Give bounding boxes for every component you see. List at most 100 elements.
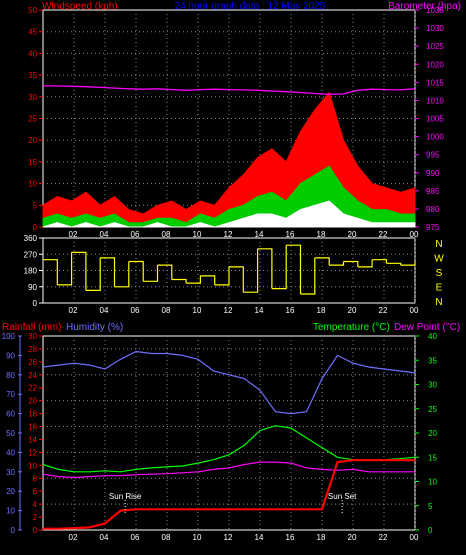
barometer-y-tick-label: 1010 <box>426 96 444 105</box>
temp-y-tick-label: 5 <box>428 502 433 511</box>
barometer-y-tick-label: 1020 <box>426 60 444 69</box>
dewpoint-axis-title: Dew Point (°C) <box>394 322 460 333</box>
wind-y-tick-label: 35 <box>28 71 37 80</box>
climate-x-tick-label: 08 <box>162 533 171 542</box>
climate-x-tick-label: 04 <box>100 533 109 542</box>
wind-y-tick-label: 20 <box>28 136 37 145</box>
direction-x-tick-label: 16 <box>286 306 295 315</box>
rain-y-tick-label: 28 <box>28 345 37 354</box>
climate-x-tick-label: 00 <box>410 533 419 542</box>
wind-y-tick-label: 15 <box>28 158 37 167</box>
wind-x-tick-label: 22 <box>379 230 388 239</box>
direction-x-tick-label: 10 <box>193 306 202 315</box>
direction-x-tick-label: 06 <box>131 306 140 315</box>
rain-y-tick-label: 20 <box>28 397 37 406</box>
wind-x-tick-label: 06 <box>131 230 140 239</box>
temp-y-tick-label: 25 <box>428 405 437 414</box>
barometer-y-tick-label: 980 <box>426 205 440 214</box>
direction-x-tick-label: 12 <box>224 306 233 315</box>
direction-y-tick-label: 90 <box>28 283 37 292</box>
humidity-y-tick-label: 70 <box>6 390 15 399</box>
barometer-y-tick-label: 1025 <box>426 42 444 51</box>
humidity-y-tick-label: 90 <box>6 351 15 360</box>
humidity-y-tick-label: 0 <box>11 526 16 535</box>
direction-y-tick-label: 0 <box>33 299 38 308</box>
climate-x-tick-label: 16 <box>286 533 295 542</box>
climate-x-tick-label: 10 <box>193 533 202 542</box>
humidity-line <box>42 350 416 415</box>
direction-x-tick-label: 02 <box>69 306 78 315</box>
barometer-y-tick-label: 990 <box>426 169 440 178</box>
wind-min-area <box>42 200 416 228</box>
barometer-y-tick-label: 1030 <box>426 24 444 33</box>
climate-x-tick-label: 14 <box>255 533 264 542</box>
wind-x-tick-label: 18 <box>317 230 326 239</box>
climate-x-tick-label: 06 <box>131 533 140 542</box>
climate-x-tick-label: 12 <box>224 533 233 542</box>
wind-y-tick-label: 5 <box>33 201 38 210</box>
wind-y-tick-label: 30 <box>28 93 37 102</box>
wind-x-tick-label: 02 <box>69 230 78 239</box>
wind-y-tick-label: 45 <box>28 28 37 37</box>
climate-x-tick-label: 20 <box>348 533 357 542</box>
direction-y-tick-label: 360 <box>24 234 38 243</box>
climate-x-tick-label: 18 <box>317 533 326 542</box>
wind-x-tick-label: 12 <box>224 230 233 239</box>
wind-y-tick-label: 40 <box>28 49 37 58</box>
barometer-y-tick-label: 1000 <box>426 133 444 142</box>
direction-x-tick-label: 14 <box>255 306 264 315</box>
barometer-y-tick-label: 995 <box>426 151 440 160</box>
humidity-y-tick-label: 10 <box>6 507 15 516</box>
rain-y-tick-label: 0 <box>33 526 38 535</box>
humidity-y-tick-label: 60 <box>6 410 15 419</box>
direction-x-tick-label: 04 <box>100 306 109 315</box>
humidity-y-tick-label: 20 <box>6 487 15 496</box>
temp-y-tick-label: 0 <box>428 526 433 535</box>
temperature-axis-title: Temperature (°C) <box>313 322 390 333</box>
climate-x-tick-label: 22 <box>379 533 388 542</box>
dewpoint-line <box>42 461 415 479</box>
windspeed-axis-title: Windspeed (kph) <box>42 1 118 12</box>
wind-direction-line <box>43 244 416 295</box>
chart-marks: 0510152025303540455097598098599099510001… <box>2 6 445 542</box>
humidity-y-tick-label: 100 <box>2 332 16 341</box>
humidity-y-tick-label: 40 <box>6 448 15 457</box>
humidity-y-tick-label: 50 <box>6 429 15 438</box>
temp-y-tick-label: 20 <box>428 429 437 438</box>
wind-x-tick-label: 20 <box>348 230 357 239</box>
humidity-y-tick-label: 80 <box>6 371 15 380</box>
rain-y-tick-label: 6 <box>33 487 38 496</box>
compass-label: E <box>436 283 443 294</box>
rain-y-tick-label: 16 <box>28 423 37 432</box>
humidity-y-tick-label: 30 <box>6 468 15 477</box>
rain-y-tick-label: 10 <box>28 461 37 470</box>
direction-x-tick-label: 18 <box>317 306 326 315</box>
wind-x-tick-label: 16 <box>286 230 295 239</box>
sunset-label: Sun Set <box>328 492 357 501</box>
barometer-y-tick-label: 985 <box>426 187 440 196</box>
rain-y-tick-label: 12 <box>28 448 37 457</box>
temp-y-tick-label: 10 <box>428 478 437 487</box>
direction-y-tick-label: 270 <box>24 250 38 259</box>
temp-y-tick-label: 15 <box>428 453 437 462</box>
temp-y-tick-label: 35 <box>428 356 437 365</box>
barometer-y-tick-label: 1015 <box>426 78 444 87</box>
rain-y-tick-label: 14 <box>28 435 37 444</box>
direction-x-tick-label: 08 <box>162 306 171 315</box>
rain-y-tick-label: 18 <box>28 410 37 419</box>
wind-x-tick-label: 10 <box>193 230 202 239</box>
compass-label: W <box>434 254 444 265</box>
wind-x-tick-label: 04 <box>100 230 109 239</box>
barometer-y-tick-label: 1005 <box>426 115 444 124</box>
rainfall-axis-title: Rainfall (mm) <box>2 322 61 333</box>
climate-x-tick-label: 02 <box>69 533 78 542</box>
sunrise-label: Sun Rise <box>109 492 142 501</box>
rain-y-tick-label: 22 <box>28 384 37 393</box>
rain-y-tick-label: 30 <box>28 332 37 341</box>
compass-label: S <box>436 268 443 279</box>
rain-y-tick-label: 2 <box>33 513 38 522</box>
direction-x-tick-label: 22 <box>379 306 388 315</box>
compass-label: N <box>435 297 442 308</box>
wind-y-tick-label: 25 <box>28 115 37 124</box>
